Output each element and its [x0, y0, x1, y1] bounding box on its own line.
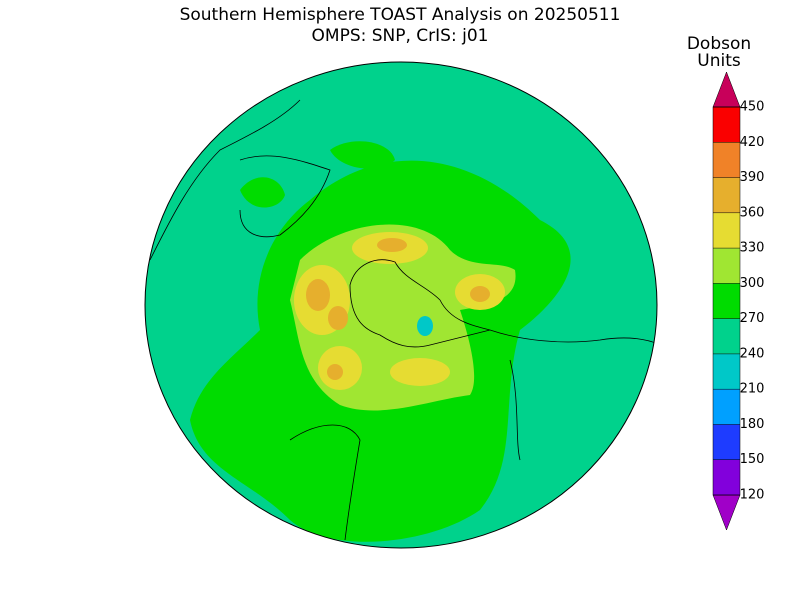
- title: Southern Hemisphere TOAST Analysis on 20…: [180, 5, 621, 25]
- map: [145, 62, 657, 548]
- colorbar-tick-label: 210: [740, 382, 765, 397]
- colorbar-tick-label: 120: [740, 488, 765, 503]
- colorbar-segment: [713, 353, 740, 390]
- colorbar-segment: [713, 177, 740, 213]
- colorbar-tick-label: 180: [740, 417, 765, 432]
- colorbar-tick-label: 240: [740, 346, 765, 361]
- colorbar-segment: [713, 248, 740, 284]
- colorbar-triangle: [712, 71, 741, 108]
- colorbar-tick-label: 300: [740, 276, 765, 291]
- colorbar-segment: [713, 212, 740, 249]
- subtitle: OMPS: SNP, CrIS: j01: [312, 26, 489, 46]
- colorbar-segment: [713, 389, 740, 425]
- contour-360: [306, 238, 490, 380]
- contour-210: [417, 316, 433, 336]
- contour-270: [330, 141, 395, 169]
- colorbar-segment: [713, 424, 740, 460]
- colorbar-tick-label: 420: [740, 135, 765, 150]
- colorbar-triangle: [712, 494, 741, 531]
- colorbar-tick-label: 270: [740, 311, 765, 326]
- colorbar-tick-label: 390: [740, 170, 765, 185]
- colorbar-segment: [713, 283, 740, 319]
- contour-270: [240, 177, 285, 208]
- colorbar-segment: [713, 318, 740, 354]
- colorbar-segment: [713, 459, 740, 495]
- map-border: [144, 61, 658, 549]
- colorbar-segment: [713, 142, 740, 178]
- colorbar: Dobson Units 120 150 180 210 240 270 300 330 360…: [687, 34, 765, 531]
- colorbar-tick-label: 150: [740, 452, 765, 467]
- colorbar-tick-label: 330: [740, 241, 765, 256]
- colorbar-label: Dobson: [687, 34, 751, 54]
- colorbar-tick-label: 360: [740, 205, 765, 220]
- coastline: [149, 99, 657, 541]
- colorbar-label: Units: [697, 51, 741, 71]
- colorbar-segment: [713, 107, 740, 143]
- colorbar-tick-label: 450: [740, 100, 765, 115]
